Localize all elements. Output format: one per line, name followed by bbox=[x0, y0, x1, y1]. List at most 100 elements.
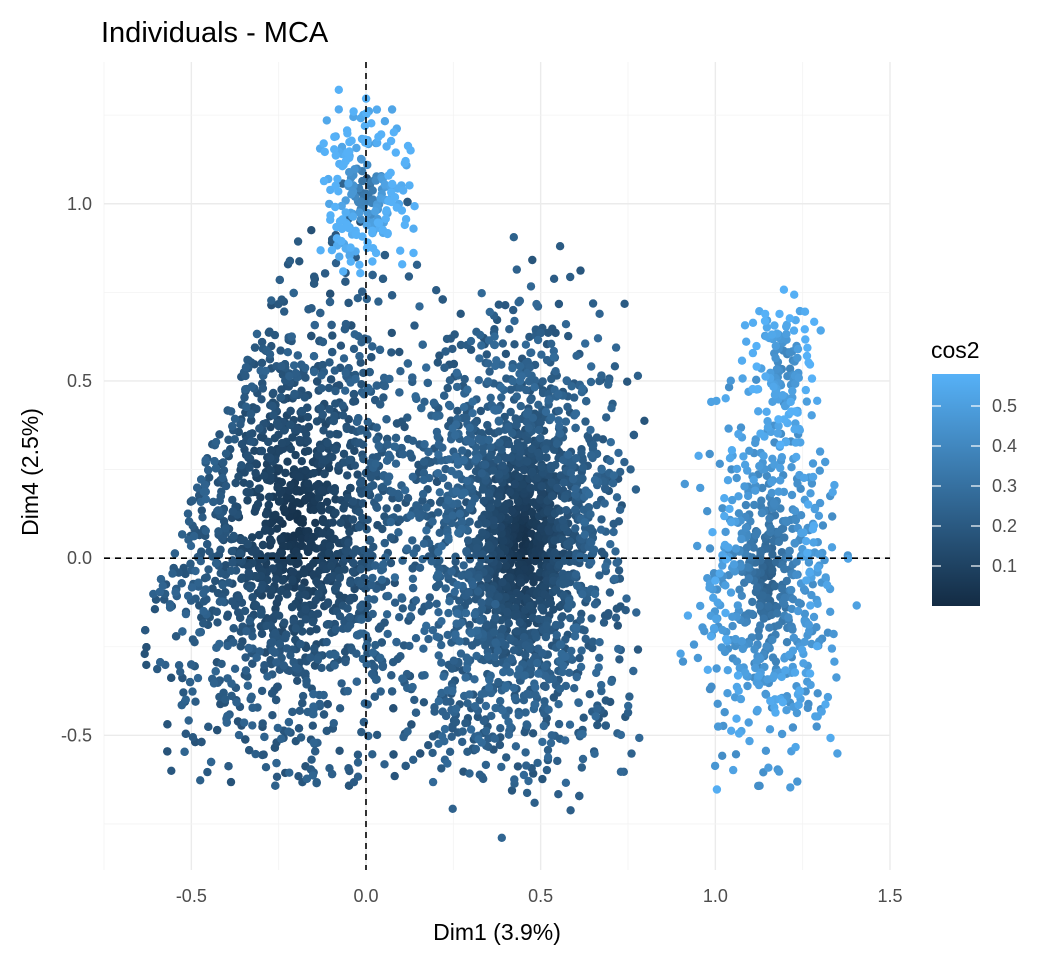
individual-point bbox=[260, 732, 269, 742]
individual-point bbox=[411, 596, 421, 605]
individual-point bbox=[768, 635, 777, 645]
individual-point bbox=[391, 433, 401, 443]
individual-point bbox=[538, 648, 547, 658]
individual-point bbox=[271, 628, 280, 638]
individual-point bbox=[203, 540, 212, 549]
individual-point bbox=[520, 671, 529, 680]
individual-point bbox=[336, 518, 345, 527]
individual-point bbox=[612, 604, 621, 613]
individual-point bbox=[526, 395, 535, 405]
individual-point bbox=[304, 446, 313, 456]
individual-point bbox=[611, 547, 620, 556]
individual-point bbox=[737, 591, 746, 600]
individual-point bbox=[445, 597, 454, 606]
individual-point bbox=[224, 762, 233, 771]
individual-point bbox=[571, 524, 580, 533]
individual-point bbox=[368, 573, 377, 583]
individual-point bbox=[549, 274, 559, 283]
individual-point bbox=[218, 597, 227, 606]
individual-point bbox=[401, 761, 410, 771]
individual-point bbox=[474, 376, 483, 385]
individual-point bbox=[510, 340, 519, 349]
individual-point bbox=[288, 567, 298, 577]
individual-point bbox=[340, 565, 349, 574]
individual-point bbox=[308, 771, 318, 780]
individual-point bbox=[310, 644, 319, 653]
individual-point bbox=[523, 721, 532, 730]
individual-point bbox=[477, 341, 486, 350]
individual-point bbox=[576, 266, 585, 275]
individual-point bbox=[376, 687, 385, 696]
individual-point bbox=[380, 538, 389, 548]
individual-point bbox=[551, 367, 560, 376]
individual-point bbox=[755, 601, 764, 611]
individual-point bbox=[268, 564, 277, 573]
individual-point bbox=[269, 411, 278, 420]
individual-point bbox=[474, 735, 483, 744]
individual-point bbox=[209, 679, 219, 688]
individual-point bbox=[606, 438, 615, 447]
individual-point bbox=[515, 362, 525, 371]
individual-point bbox=[257, 629, 267, 638]
individual-point bbox=[782, 576, 791, 586]
individual-point bbox=[484, 489, 494, 498]
individual-point bbox=[481, 726, 491, 736]
individual-point bbox=[382, 456, 392, 465]
individual-point bbox=[464, 588, 473, 597]
individual-point bbox=[228, 558, 237, 567]
individual-point bbox=[356, 565, 365, 574]
individual-point bbox=[283, 348, 293, 357]
individual-point bbox=[295, 257, 304, 266]
individual-point bbox=[632, 608, 641, 617]
individual-point bbox=[586, 510, 595, 519]
individual-point bbox=[525, 601, 534, 611]
individual-point bbox=[468, 641, 477, 650]
individual-point bbox=[590, 600, 600, 609]
individual-point bbox=[305, 562, 314, 572]
individual-point bbox=[199, 487, 208, 497]
individual-point bbox=[528, 508, 537, 517]
individual-point bbox=[461, 718, 470, 728]
individual-point bbox=[275, 639, 284, 649]
individual-point bbox=[491, 600, 500, 609]
individual-point bbox=[360, 699, 370, 708]
individual-point bbox=[392, 637, 401, 647]
individual-point bbox=[181, 609, 191, 619]
individual-point bbox=[616, 767, 626, 776]
individual-point bbox=[275, 549, 285, 559]
individual-point bbox=[391, 459, 401, 468]
individual-point bbox=[503, 607, 512, 617]
individual-point bbox=[221, 481, 231, 491]
individual-point bbox=[612, 558, 621, 567]
individual-point bbox=[547, 492, 557, 501]
individual-point bbox=[327, 320, 336, 330]
individual-point bbox=[286, 651, 295, 660]
individual-point bbox=[141, 626, 150, 635]
individual-point bbox=[243, 355, 252, 365]
individual-point bbox=[270, 434, 279, 443]
individual-point bbox=[241, 666, 251, 675]
individual-point bbox=[372, 381, 381, 390]
individual-point bbox=[155, 587, 164, 597]
individual-point bbox=[443, 759, 452, 768]
individual-point bbox=[336, 341, 346, 350]
individual-point bbox=[188, 733, 198, 742]
individual-point bbox=[303, 544, 312, 553]
individual-point bbox=[620, 299, 629, 308]
individual-point bbox=[279, 661, 288, 670]
individual-point bbox=[273, 682, 282, 691]
individual-point bbox=[388, 487, 397, 497]
individual-point bbox=[497, 833, 506, 842]
individual-point bbox=[288, 575, 297, 584]
individual-point bbox=[188, 687, 197, 696]
individual-point bbox=[434, 440, 443, 449]
individual-point bbox=[291, 624, 300, 633]
individual-point bbox=[298, 691, 308, 701]
individual-point bbox=[571, 423, 580, 433]
individual-point bbox=[345, 613, 355, 622]
individual-point bbox=[501, 453, 511, 463]
individual-point bbox=[409, 755, 418, 764]
individual-point bbox=[406, 612, 415, 621]
individual-point bbox=[452, 487, 461, 496]
individual-point bbox=[461, 608, 471, 618]
